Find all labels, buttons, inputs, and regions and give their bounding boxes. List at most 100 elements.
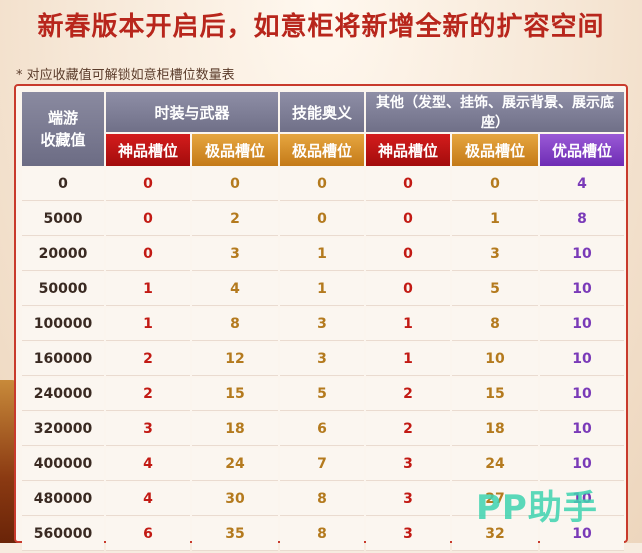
- cell-skill-epic: 3: [280, 308, 365, 341]
- cell-fashion-god: 2: [106, 378, 190, 411]
- cell-fashion-epic: 0: [192, 168, 279, 201]
- header-group-other: 其他（发型、挂饰、展示背景、展示底座）: [366, 92, 625, 132]
- header-epic-slot: 极品槽位: [280, 134, 365, 166]
- cell-other-epic: 27: [452, 483, 539, 516]
- cell-other-fine: 10: [540, 483, 625, 516]
- header-collection-value: 端游 收藏值: [22, 92, 104, 166]
- cell-other-god: 0: [366, 168, 451, 201]
- cell-other-god: 3: [366, 448, 451, 481]
- header-group-fashion-weapons: 时装与武器: [106, 92, 279, 132]
- cell-other-fine: 10: [540, 238, 625, 271]
- cell-collection-value: 50000: [22, 273, 104, 306]
- cell-other-fine: 10: [540, 378, 625, 411]
- cell-fashion-epic: 18: [192, 413, 279, 446]
- cell-other-epic: 0: [452, 168, 539, 201]
- cell-other-epic: 8: [452, 308, 539, 341]
- cell-fashion-god: 4: [106, 483, 190, 516]
- cell-collection-value: 0: [22, 168, 104, 201]
- cell-collection-value: 480000: [22, 483, 104, 516]
- cell-other-epic: 10: [452, 343, 539, 376]
- cell-fashion-epic: 8: [192, 308, 279, 341]
- header-corner-line2: 收藏值: [40, 131, 86, 149]
- header-epic-slot: 极品槽位: [452, 134, 539, 166]
- cell-fashion-god: 1: [106, 308, 190, 341]
- header-epic-slot: 极品槽位: [192, 134, 279, 166]
- cell-collection-value: 100000: [22, 308, 104, 341]
- cell-fashion-god: 6: [106, 518, 190, 551]
- table-row: 400000 4 24 7 3 24 10: [22, 448, 625, 481]
- cell-other-fine: 10: [540, 413, 625, 446]
- watermark-logo: PP助手: [476, 488, 598, 528]
- table-row: 20000 0 3 1 0 3 10: [22, 238, 625, 271]
- cell-collection-value: 320000: [22, 413, 104, 446]
- cell-other-god: 1: [366, 343, 451, 376]
- cell-skill-epic: 6: [280, 413, 365, 446]
- cell-other-god: 3: [366, 518, 451, 551]
- table-row: 320000 3 18 6 2 18 10: [22, 413, 625, 446]
- cell-fashion-epic: 15: [192, 378, 279, 411]
- cell-other-fine: 4: [540, 168, 625, 201]
- page-title: 新春版本开启后，如意柜将新增全新的扩容空间: [37, 12, 605, 42]
- cell-other-epic: 1: [452, 203, 539, 236]
- cell-fashion-epic: 3: [192, 238, 279, 271]
- cell-other-fine: 8: [540, 203, 625, 236]
- slot-table-container: 端游 收藏值 时装与武器 技能奥义 其他（发型、挂饰、展示背景、展示底座） 神品…: [14, 84, 628, 551]
- cell-fashion-god: 3: [106, 413, 190, 446]
- cell-collection-value: 560000: [22, 518, 104, 551]
- cell-skill-epic: 8: [280, 483, 365, 516]
- cell-other-epic: 15: [452, 378, 539, 411]
- cell-skill-epic: 1: [280, 273, 365, 306]
- slot-table: 端游 收藏值 时装与武器 技能奥义 其他（发型、挂饰、展示背景、展示底座） 神品…: [20, 90, 626, 553]
- cell-skill-epic: 8: [280, 518, 365, 551]
- cell-fashion-god: 4: [106, 448, 190, 481]
- cell-other-god: 0: [366, 273, 451, 306]
- table-row: 100000 1 8 3 1 8 10: [22, 308, 625, 341]
- table-note: * 对应收藏值可解锁如意柜槽位数量表: [16, 68, 235, 83]
- cell-fashion-epic: 24: [192, 448, 279, 481]
- cell-fashion-epic: 30: [192, 483, 279, 516]
- cell-other-fine: 10: [540, 273, 625, 306]
- cell-other-god: 0: [366, 238, 451, 271]
- header-god-slot: 神品槽位: [366, 134, 451, 166]
- cell-other-god: 1: [366, 308, 451, 341]
- cell-skill-epic: 5: [280, 378, 365, 411]
- table-row: 160000 2 12 3 1 10 10: [22, 343, 625, 376]
- cell-other-epic: 5: [452, 273, 539, 306]
- header-corner-line1: 端游: [47, 109, 78, 127]
- cell-other-fine: 10: [540, 343, 625, 376]
- cell-skill-epic: 0: [280, 168, 365, 201]
- cell-other-god: 2: [366, 378, 451, 411]
- table-row: 240000 2 15 5 2 15 10: [22, 378, 625, 411]
- cell-fashion-god: 1: [106, 273, 190, 306]
- cell-other-god: 0: [366, 203, 451, 236]
- header-group-skills: 技能奥义: [280, 92, 365, 132]
- cell-fashion-epic: 2: [192, 203, 279, 236]
- cell-collection-value: 240000: [22, 378, 104, 411]
- cell-fashion-god: 0: [106, 238, 190, 271]
- cell-other-god: 2: [366, 413, 451, 446]
- table-row: 480000 4 30 8 3 27 10: [22, 483, 625, 516]
- cell-skill-epic: 7: [280, 448, 365, 481]
- cell-collection-value: 400000: [22, 448, 104, 481]
- cell-fashion-god: 0: [106, 168, 190, 201]
- table-row: 5000 0 2 0 0 1 8: [22, 203, 625, 236]
- cell-other-fine: 10: [540, 308, 625, 341]
- cell-collection-value: 20000: [22, 238, 104, 271]
- table-row: 50000 1 4 1 0 5 10: [22, 273, 625, 306]
- header-god-slot: 神品槽位: [106, 134, 190, 166]
- cell-fashion-epic: 35: [192, 518, 279, 551]
- cell-fashion-epic: 12: [192, 343, 279, 376]
- cell-skill-epic: 1: [280, 238, 365, 271]
- cell-fashion-god: 0: [106, 203, 190, 236]
- cell-other-epic: 24: [452, 448, 539, 481]
- cell-other-god: 3: [366, 483, 451, 516]
- cell-fashion-epic: 4: [192, 273, 279, 306]
- cell-other-epic: 3: [452, 238, 539, 271]
- cell-skill-epic: 0: [280, 203, 365, 236]
- cell-other-fine: 10: [540, 448, 625, 481]
- cell-collection-value: 160000: [22, 343, 104, 376]
- cell-other-epic: 18: [452, 413, 539, 446]
- cell-fashion-god: 2: [106, 343, 190, 376]
- header-fine-slot: 优品槽位: [540, 134, 625, 166]
